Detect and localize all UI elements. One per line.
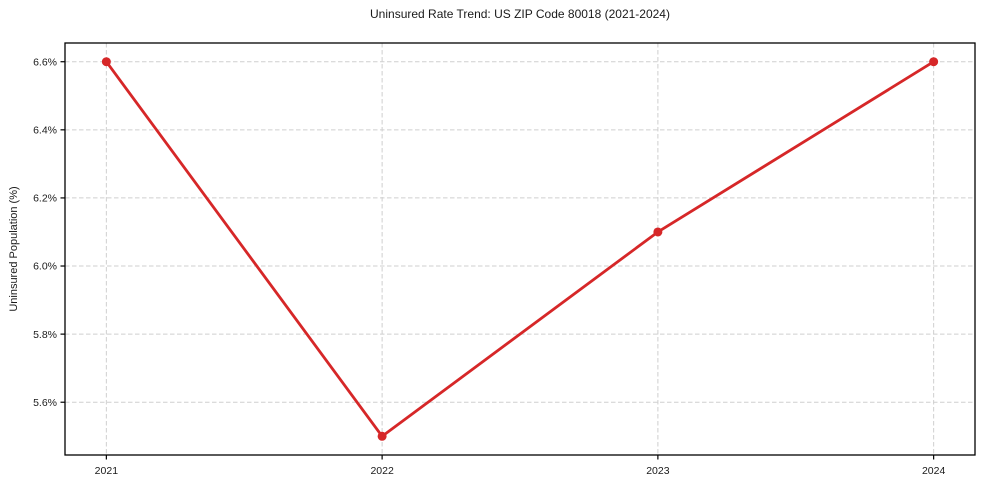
plot-border [64,42,976,456]
chart-title: Uninsured Rate Trend: US ZIP Code 80018 … [370,7,670,21]
y-tick-label: 5.8% [33,329,57,341]
x-tick-label: 2023 [646,465,670,477]
data-point-marker [653,227,663,237]
y-tick-label: 6.6% [33,56,57,68]
y-tick-label: 6.2% [33,193,57,205]
x-tick-label: 2022 [370,465,394,477]
y-tick-label: 5.6% [33,397,57,409]
y-axis-label: Uninsured Population (%) [8,186,20,312]
x-tick-label: 2024 [922,465,946,477]
y-tick-label: 6.0% [33,261,57,273]
data-point-marker [101,57,111,67]
data-point-marker [929,57,939,67]
trend-line [104,60,936,438]
x-tick-label: 2021 [95,465,119,477]
data-point-marker [377,431,387,441]
y-tick-label: 6.4% [33,125,57,137]
